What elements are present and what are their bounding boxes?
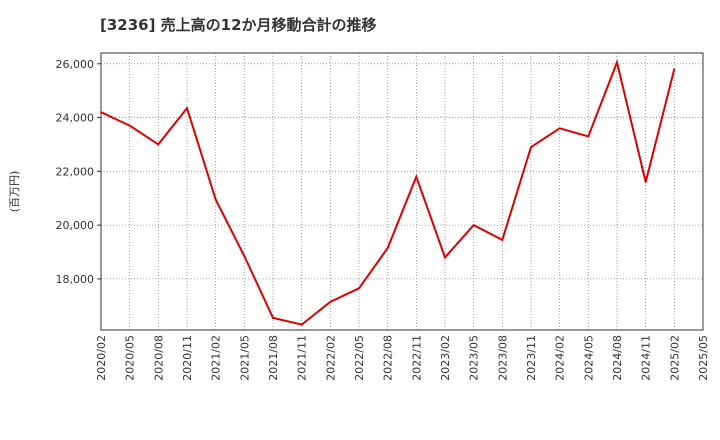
chart-title: [3236] 売上高の12か月移動合計の推移 — [100, 16, 377, 34]
y-tick-label: 22,000 — [56, 165, 95, 178]
y-tick-label: 26,000 — [56, 58, 95, 71]
data-point — [444, 256, 446, 259]
data-point — [644, 181, 647, 183]
data-point — [214, 198, 217, 201]
data-point — [472, 224, 475, 226]
data-point — [673, 68, 676, 70]
y-tick-label: 20,000 — [56, 219, 95, 232]
data-point — [530, 146, 532, 148]
x-tick-label: 2022/05 — [353, 335, 366, 381]
plot-frame — [100, 52, 704, 331]
x-tick-label: 2020/11 — [181, 335, 194, 381]
y-axis-label: (百万円) — [8, 171, 21, 213]
x-tick-label: 2025/02 — [668, 335, 681, 381]
data-point — [157, 143, 160, 146]
data-point — [100, 111, 102, 113]
x-tick-label: 2023/11 — [525, 335, 538, 381]
x-tick-label: 2021/11 — [296, 335, 309, 381]
data-point — [243, 255, 246, 257]
data-point — [128, 124, 131, 127]
x-tick-label: 2024/02 — [554, 335, 567, 381]
data-point — [272, 317, 274, 319]
x-tick-label: 2025/05 — [697, 335, 710, 381]
data-point — [415, 175, 418, 178]
x-tick-label: 2022/02 — [324, 335, 337, 381]
x-tick-label: 2024/05 — [582, 335, 595, 381]
data-point — [329, 300, 332, 303]
data-point — [300, 323, 303, 326]
x-tick-label: 2022/08 — [382, 335, 395, 381]
x-tick-label: 2023/08 — [496, 335, 509, 381]
x-tick-label: 2020/02 — [95, 335, 108, 381]
x-axis-ticks: 2020/02 2020/05 2020/08 2020/11 2021/02 2021/… — [95, 335, 710, 381]
x-tick-label: 2021/08 — [267, 335, 280, 381]
data-point — [501, 239, 504, 241]
data-point — [186, 107, 188, 109]
data-point — [558, 127, 561, 130]
y-tick-label: 24,000 — [56, 112, 95, 125]
x-tick-label: 2024/08 — [611, 335, 624, 381]
data-point — [616, 61, 618, 64]
x-tick-label: 2022/11 — [410, 335, 423, 381]
x-tick-label: 2024/11 — [640, 335, 653, 381]
x-tick-label: 2021/02 — [210, 335, 223, 381]
x-tick-label: 2020/08 — [152, 335, 165, 381]
x-tick-label: 2020/05 — [124, 335, 137, 381]
x-tick-label: 2023/05 — [468, 335, 481, 381]
series-layer — [100, 59, 676, 326]
x-tick-label: 2021/05 — [238, 335, 251, 381]
y-tick-label: 18,000 — [56, 273, 95, 286]
grid-layer — [101, 53, 703, 330]
y-axis-ticks: 18,000 20,000 22,000 24,000 26,000 — [56, 58, 101, 286]
data-point — [358, 287, 360, 290]
data-point — [386, 247, 389, 249]
data-point — [587, 135, 590, 138]
x-tick-label: 2023/02 — [439, 335, 452, 381]
